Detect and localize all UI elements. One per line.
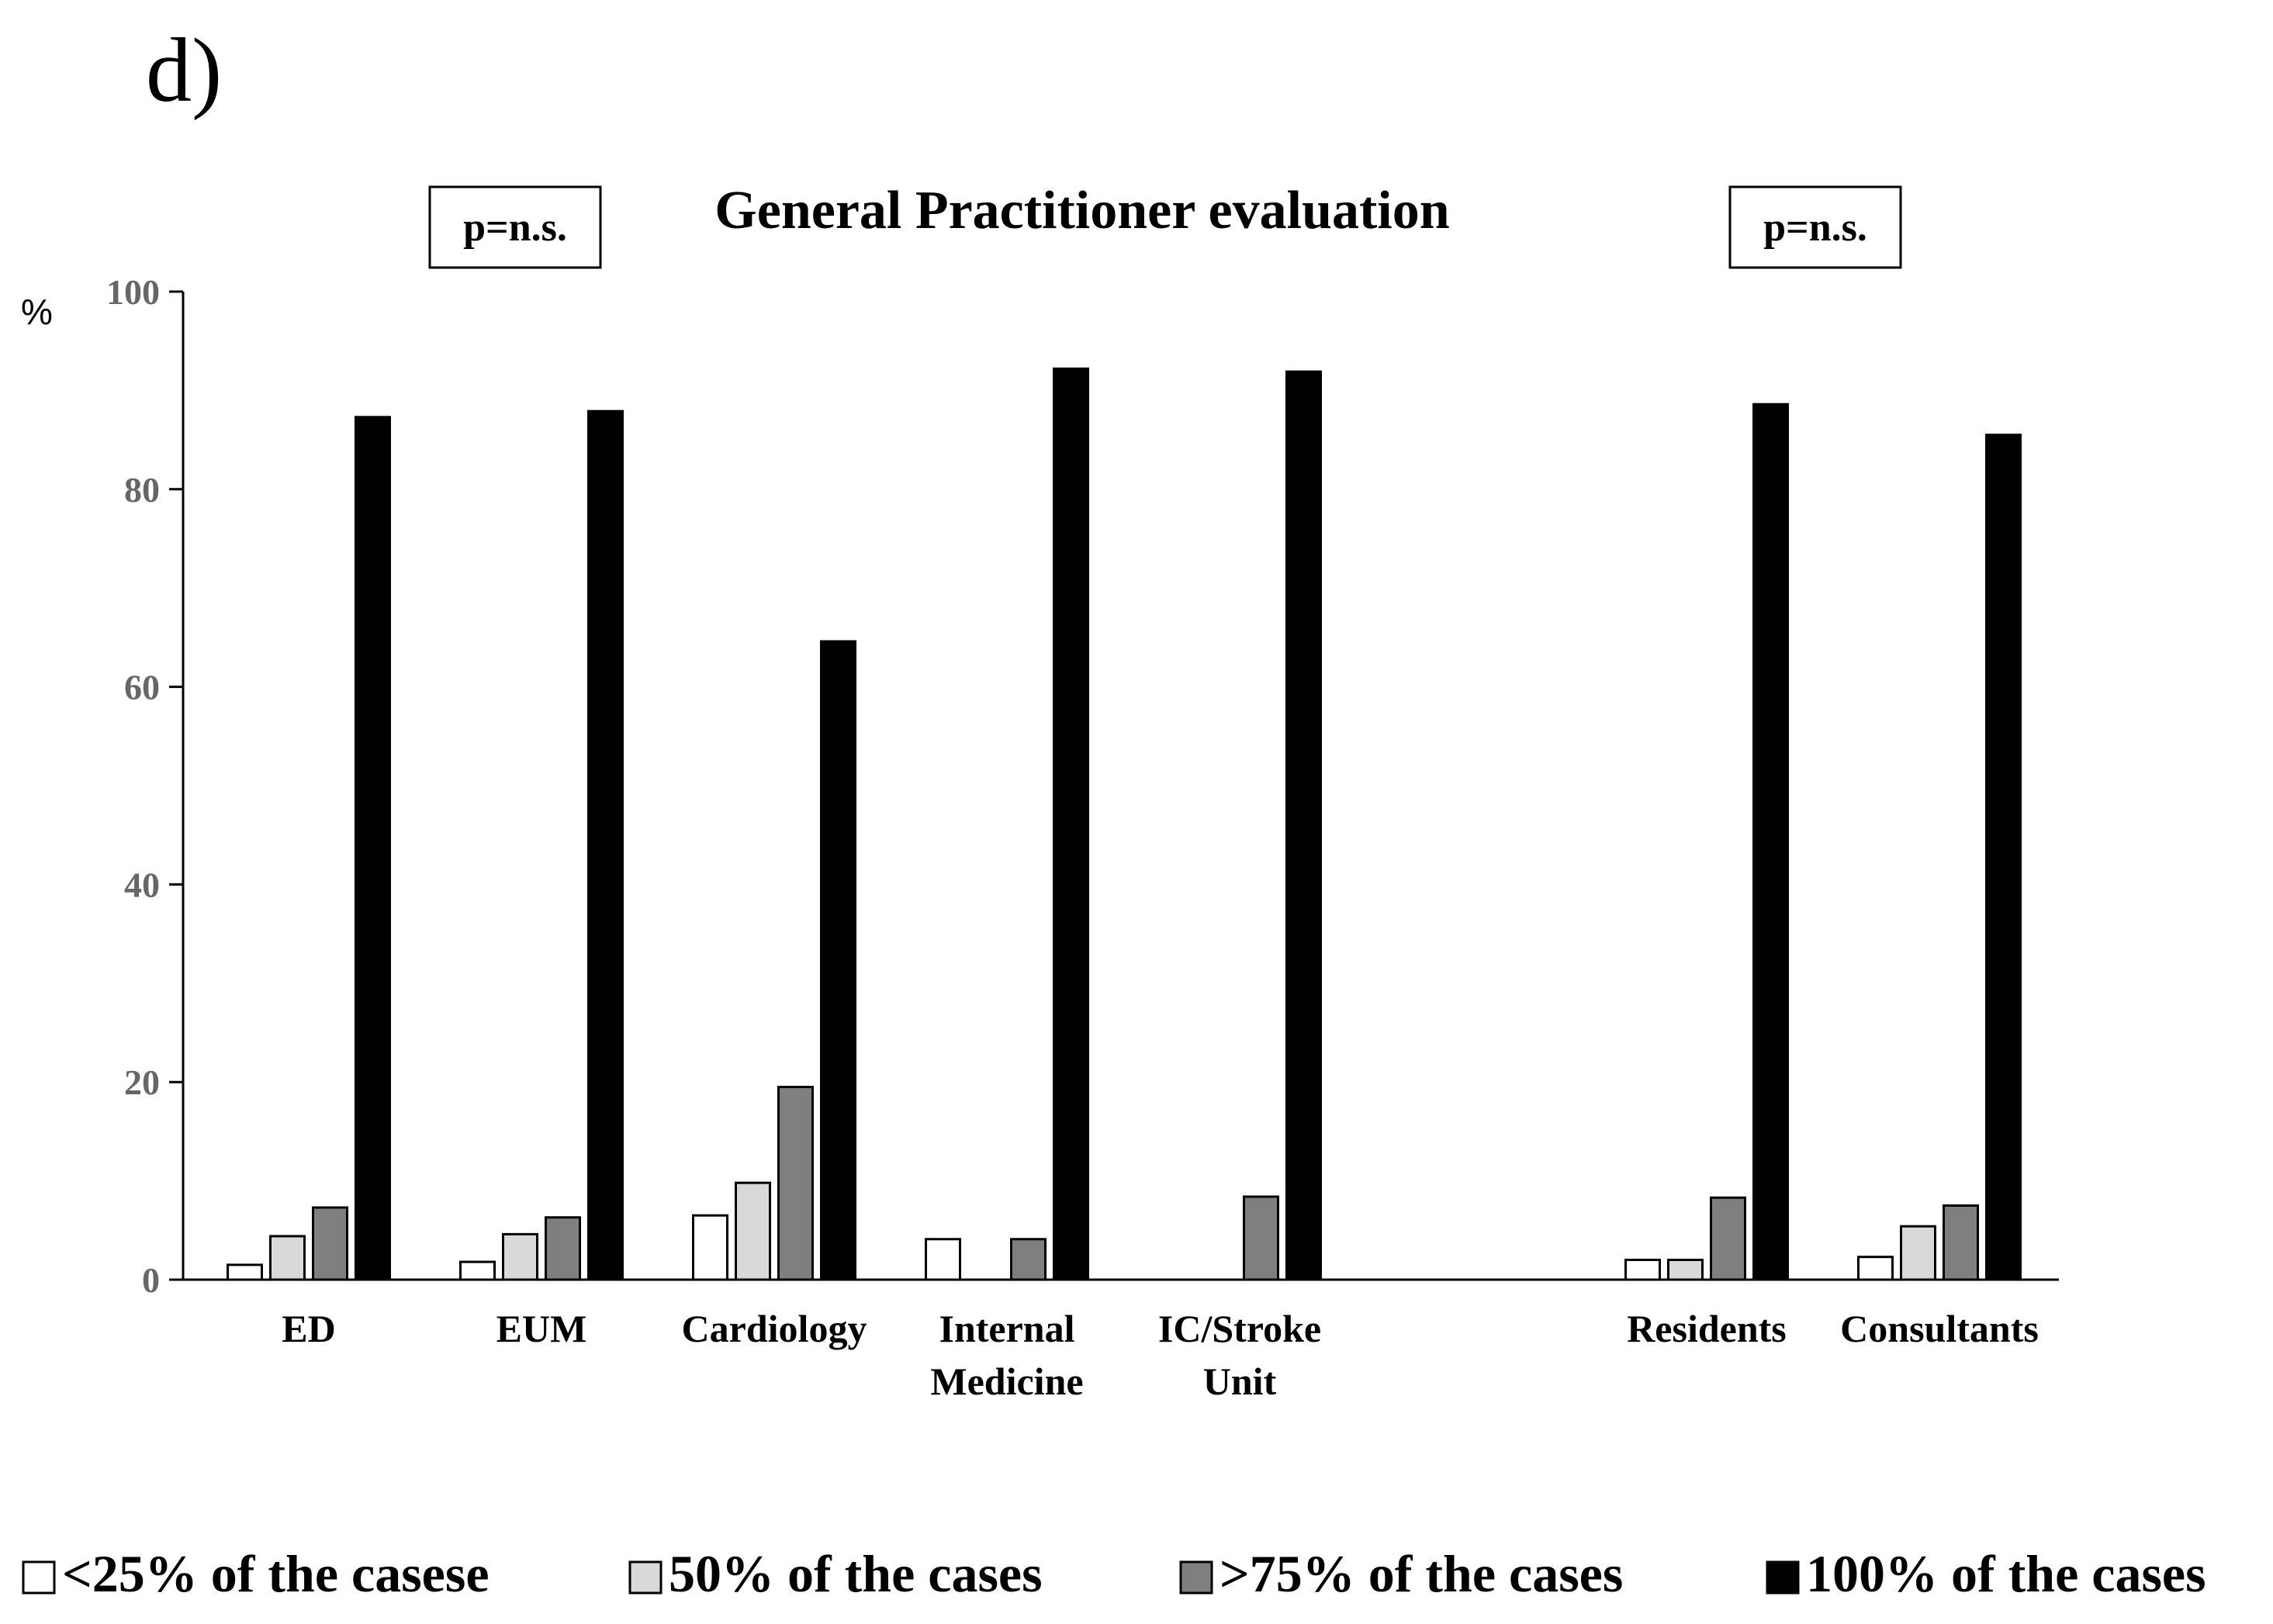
legend-swatch	[1766, 1560, 1800, 1595]
pvalue-label-left: p=n.s.	[463, 206, 567, 250]
x-tick-label: Internal	[939, 1307, 1075, 1350]
bar	[312, 1206, 348, 1281]
y-tick-label: 80	[124, 470, 160, 510]
legend-swatch	[628, 1560, 663, 1595]
legend-item: 50% of the cases	[628, 1544, 1043, 1603]
chart-title: General Practitioner evaluation	[714, 181, 1449, 240]
bar	[545, 1216, 581, 1281]
bar	[1053, 367, 1089, 1281]
bar	[1010, 1238, 1047, 1281]
x-axis-tick-labels: ED EUM Cardiology Internal Medicine IC/Stroke…	[282, 1307, 2039, 1403]
x-tick-label: ED	[282, 1307, 335, 1350]
legend-item: 100% of the cases	[1766, 1544, 2206, 1603]
bar	[502, 1232, 538, 1281]
y-tick-label: 100	[106, 272, 160, 312]
x-tick-label: Consultants	[1840, 1307, 2039, 1350]
pvalue-box-right	[1728, 185, 1902, 269]
bar	[355, 416, 391, 1281]
bar	[925, 1238, 961, 1281]
bar	[587, 409, 624, 1281]
bar	[1243, 1195, 1279, 1281]
bar	[1667, 1259, 1704, 1281]
legend-item: >75% of the cases	[1179, 1544, 1623, 1603]
bar	[1624, 1259, 1661, 1281]
pvalue-annotation-right: p=n.s.	[1728, 185, 1902, 269]
bar	[227, 1263, 263, 1281]
x-tick-label: Residents	[1627, 1307, 1787, 1350]
x-tick-label: Medicine	[930, 1360, 1083, 1403]
bar	[1752, 403, 1789, 1281]
x-tick-label: EUM	[496, 1307, 587, 1350]
x-tick-label: IC/Stroke	[1158, 1307, 1321, 1350]
bar	[1285, 370, 1322, 1281]
y-tick-label: 40	[124, 865, 160, 904]
panel-label: d)	[146, 19, 222, 121]
legend: <25% of the casese 50% of the cases >75% o…	[22, 1544, 2206, 1603]
bar	[777, 1086, 814, 1281]
bar	[1943, 1204, 1979, 1281]
bar	[1857, 1256, 1894, 1281]
pvalue-annotation-left: p=n.s.	[428, 185, 602, 269]
y-tick-label: 0	[142, 1260, 160, 1300]
bar	[459, 1260, 496, 1281]
x-tick-label: Cardiology	[682, 1307, 867, 1350]
legend-label: 50% of the cases	[669, 1544, 1043, 1603]
legend-label: 100% of the cases	[1806, 1544, 2206, 1603]
y-axis-ticks: 0 20 40 60 80 100	[106, 272, 183, 1300]
bar	[735, 1181, 771, 1281]
y-tick-label: 60	[124, 668, 160, 707]
bar	[1985, 434, 2022, 1281]
legend-swatch	[1179, 1560, 1213, 1595]
legend-label: >75% of the cases	[1220, 1544, 1623, 1603]
pvalue-box-left	[428, 185, 602, 269]
legend-swatch	[22, 1560, 56, 1595]
legend-label: <25% of the casese	[62, 1544, 490, 1603]
pvalue-label-right: p=n.s.	[1763, 206, 1867, 250]
bar	[1710, 1196, 1746, 1281]
y-axis-label: %	[21, 292, 53, 332]
bars	[227, 367, 2022, 1281]
legend-item: <25% of the casese	[22, 1544, 490, 1603]
bar	[820, 640, 856, 1281]
bar	[692, 1214, 728, 1281]
bar	[269, 1235, 306, 1281]
x-tick-label: Unit	[1203, 1360, 1277, 1403]
y-tick-label: 20	[124, 1063, 160, 1102]
bar	[1900, 1225, 1936, 1281]
